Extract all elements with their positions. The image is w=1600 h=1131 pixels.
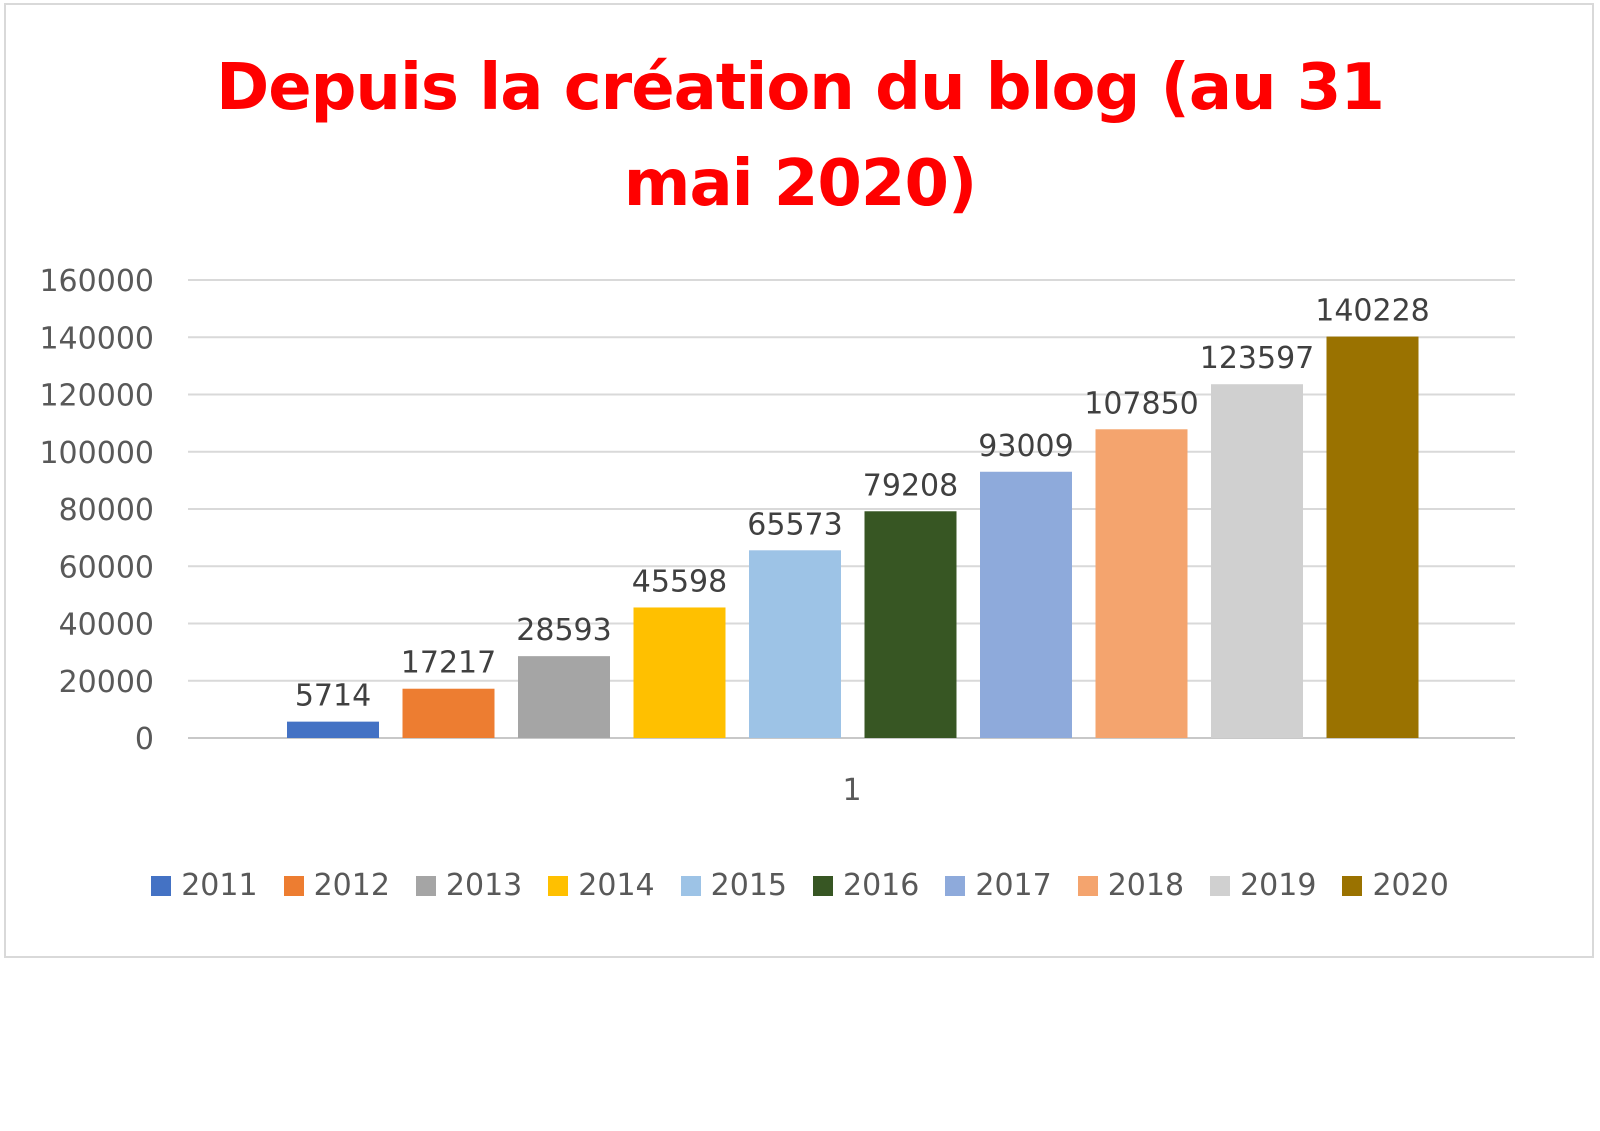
legend-swatch: [945, 875, 966, 896]
legend-label: 2019: [1240, 868, 1317, 903]
data-label: 93009: [978, 429, 1073, 464]
data-label: 123597: [1200, 341, 1315, 376]
data-label: 107850: [1084, 386, 1199, 421]
legend-item: 2014: [548, 868, 655, 903]
bar: [1326, 336, 1419, 738]
x-tick-label: 1: [842, 773, 861, 808]
legend-label: 2018: [1107, 868, 1185, 903]
data-label: 140228: [1315, 294, 1430, 329]
legend-swatch: [1342, 875, 1363, 896]
legend-label: 2011: [181, 868, 258, 903]
legend-item: 2011: [151, 868, 258, 903]
bar: [864, 511, 957, 738]
y-tick-label: 0: [135, 722, 154, 757]
legend-label: 2020: [1372, 868, 1449, 903]
legend-item: 2017: [945, 868, 1052, 903]
legend-swatch: [1210, 875, 1231, 896]
legend-swatch: [680, 875, 701, 896]
legend-swatch: [415, 875, 436, 896]
data-label: 65573: [747, 507, 842, 542]
data-label: 5714: [295, 679, 371, 714]
bar: [402, 688, 495, 738]
legend-label: 2015: [710, 868, 787, 903]
data-label: 79208: [863, 468, 958, 503]
legend-item: 2018: [1077, 868, 1185, 903]
legend-label: 2014: [578, 868, 655, 903]
bar: [749, 550, 841, 738]
legend-label: 2012: [313, 868, 390, 903]
bar: [1211, 384, 1303, 738]
y-tick-label: 40000: [59, 608, 154, 643]
legend-label: 2013: [445, 868, 523, 903]
bar: [980, 471, 1072, 738]
y-tick-label: 60000: [59, 550, 154, 585]
bar: [1095, 429, 1188, 738]
legend-item: 2012: [283, 868, 390, 903]
chart-title: Depuis la création du blog (au 31 mai 20…: [216, 51, 1385, 221]
legend-item: 2016: [813, 868, 919, 903]
legend-swatch: [151, 875, 172, 896]
y-tick-label: 100000: [39, 436, 154, 471]
legend-swatch: [283, 875, 304, 896]
bar: [633, 607, 726, 738]
y-tick-label: 20000: [59, 665, 154, 700]
legend-swatch: [1077, 875, 1098, 896]
legend-label: 2017: [975, 868, 1052, 903]
data-label: 45598: [632, 564, 727, 599]
y-tick-label: 140000: [39, 321, 154, 356]
legend-item: 2020: [1342, 868, 1449, 903]
legend-label: 2016: [843, 868, 920, 903]
legend-swatch: [548, 875, 569, 896]
legend-item: 2015: [680, 868, 787, 903]
legend-item: 2013: [415, 868, 523, 903]
legend-swatch: [813, 875, 833, 896]
y-tick-label: 120000: [39, 379, 154, 414]
bar: [518, 656, 610, 738]
y-tick-label: 160000: [39, 264, 154, 299]
bar: [287, 721, 379, 738]
data-label: 17217: [401, 646, 496, 681]
y-tick-label: 80000: [59, 493, 154, 528]
bar-chart-plot: 0 20000 40000 60000 80000 100000 120000 140000 1…: [39, 264, 1515, 808]
chart-legend: 2011 2012 2013 2014 2015 2016 2017 2018 2019 2020: [0, 868, 1600, 903]
legend-item: 2019: [1210, 868, 1316, 903]
data-label: 28593: [516, 613, 611, 648]
